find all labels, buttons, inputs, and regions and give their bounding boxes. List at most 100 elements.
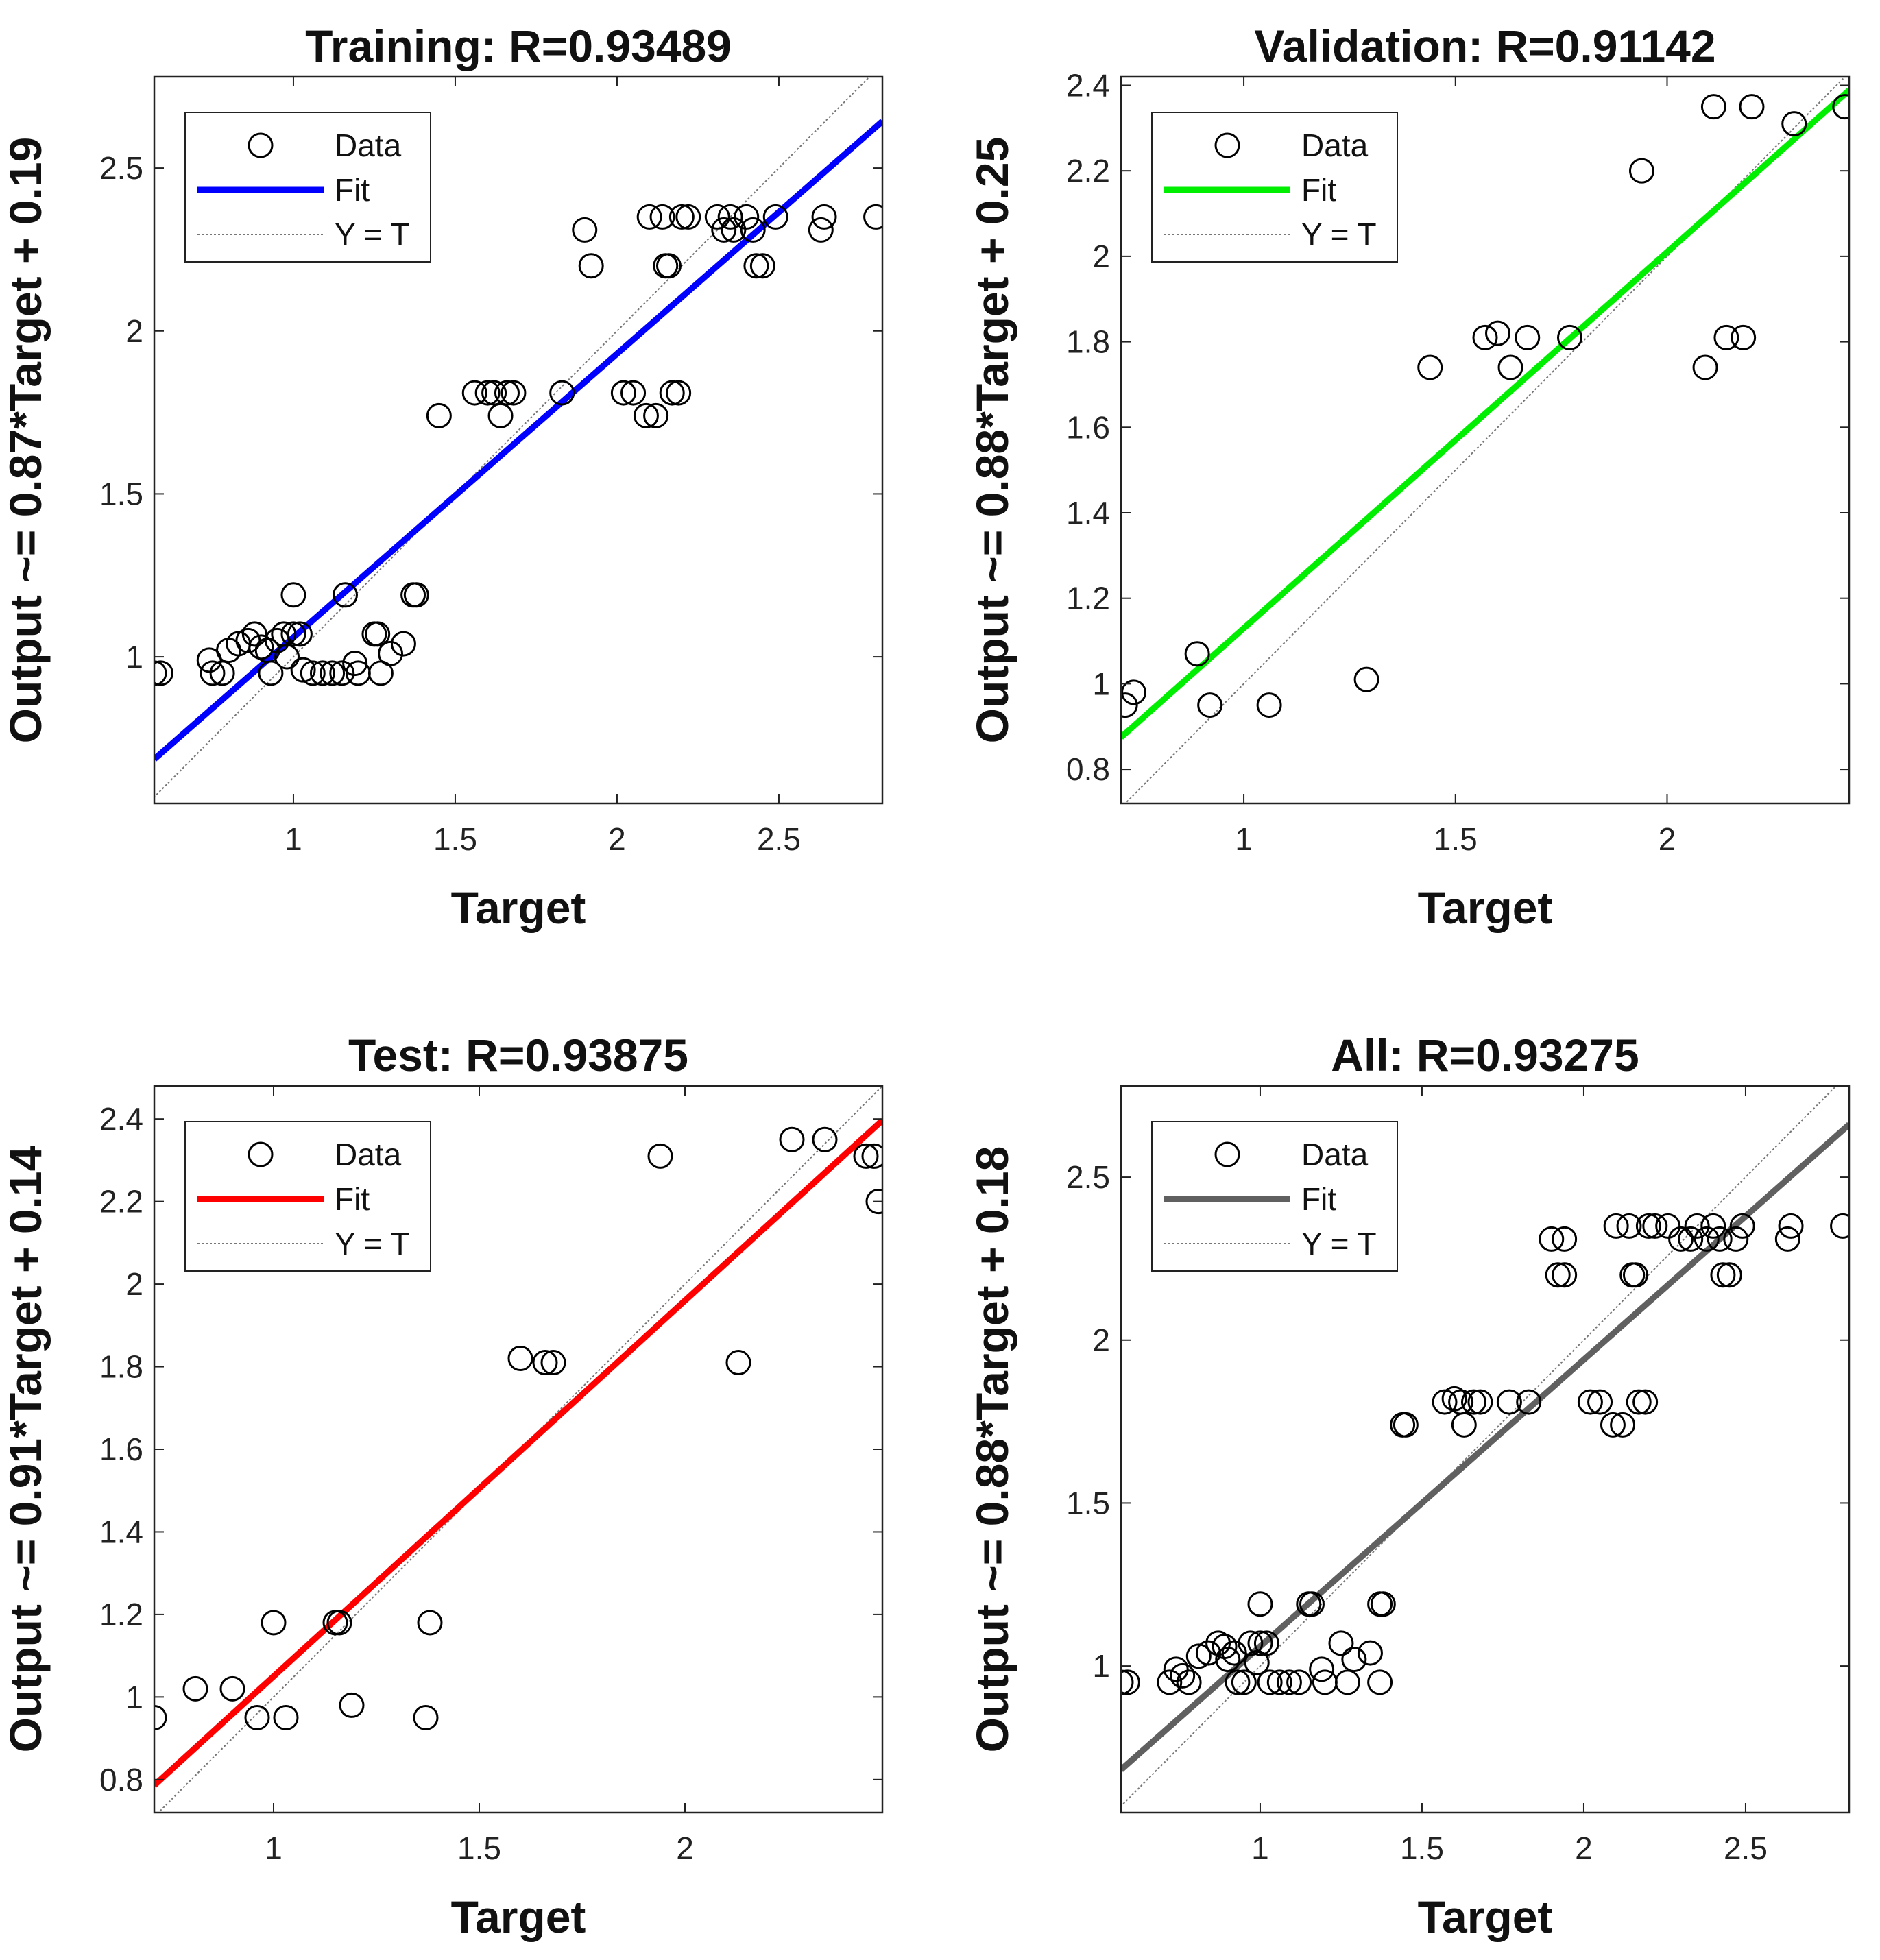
x-axis-label: Target — [451, 1891, 586, 1942]
data-point — [1432, 1389, 1458, 1415]
data-point — [365, 621, 391, 647]
plot-content — [154, 1086, 882, 1813]
y-tick-label: 0.8 — [99, 1762, 143, 1798]
data-point — [1781, 111, 1807, 137]
legend-label: Data — [335, 128, 402, 163]
data-point — [620, 380, 647, 406]
data-point — [743, 253, 769, 279]
data-point — [154, 660, 167, 686]
data-point — [1632, 1389, 1659, 1415]
data-point — [1247, 1591, 1273, 1617]
legend-marker-data — [1214, 132, 1240, 158]
legend-marker-data — [248, 1141, 274, 1167]
data-point — [1253, 1630, 1279, 1656]
data-point — [274, 644, 300, 670]
data-point — [1668, 1226, 1694, 1252]
data-point — [1184, 641, 1210, 667]
plot-content — [1121, 1086, 1849, 1807]
data-point — [610, 380, 636, 406]
data-point — [273, 1704, 299, 1730]
y-tick-label: 2 — [1092, 239, 1110, 274]
data-point — [280, 582, 306, 608]
data-point — [1716, 1262, 1742, 1288]
plot-content — [1121, 77, 1849, 803]
y-tick-label: 1 — [125, 1679, 143, 1715]
data-point — [1600, 1412, 1626, 1438]
legend: Data Fit Y = T — [1151, 1121, 1398, 1272]
data-point — [1710, 1262, 1736, 1288]
legend: Data Fit Y = T — [1151, 112, 1398, 263]
data-point — [1238, 1630, 1264, 1656]
data-point — [501, 380, 527, 406]
y-tick-label: 2 — [125, 313, 143, 349]
data-point — [1616, 1213, 1642, 1239]
chart-title: Test: R=0.93875 — [348, 1030, 688, 1080]
data-point — [572, 217, 598, 243]
legend-label: Fit — [1301, 172, 1336, 208]
data-point — [1713, 324, 1739, 350]
data-point — [390, 631, 416, 657]
data-point — [248, 634, 274, 660]
data-point — [647, 1143, 673, 1169]
identity-line — [1121, 1086, 1837, 1807]
x-tick-label: 2 — [676, 1830, 694, 1866]
x-tick-label: 1 — [1251, 1830, 1269, 1866]
data-point — [1628, 158, 1654, 184]
data-point — [1225, 1669, 1251, 1695]
x-axis-label: Target — [1418, 882, 1553, 933]
y-tick-label: 1.4 — [99, 1514, 143, 1549]
data-point — [1497, 354, 1523, 380]
x-tick-label: 2 — [608, 821, 626, 857]
data-point — [1577, 1389, 1603, 1415]
data-point — [762, 204, 788, 230]
data-point — [200, 660, 226, 686]
data-point — [1700, 1213, 1726, 1239]
chart-title: All: R=0.93275 — [1331, 1030, 1639, 1080]
data-point — [1121, 1669, 1134, 1695]
data-point — [1357, 1640, 1383, 1666]
data-point — [655, 253, 682, 279]
data-point — [1215, 1647, 1241, 1673]
y-tick-label: 2.4 — [1066, 67, 1110, 103]
data-point — [812, 1126, 838, 1152]
data-point — [1417, 354, 1443, 380]
y-tick-label: 2.5 — [99, 150, 143, 186]
y-tick-label: 1.8 — [1066, 324, 1110, 360]
data-point — [417, 1610, 443, 1636]
data-point — [1516, 1389, 1542, 1415]
data-point — [1460, 1389, 1486, 1415]
data-point — [1496, 1389, 1522, 1415]
x-tick-label: 2.5 — [757, 821, 801, 857]
data-point — [1694, 1226, 1720, 1252]
data-point — [494, 380, 520, 406]
legend: Data Fit Y = T — [184, 1121, 431, 1272]
data-point — [779, 1126, 805, 1152]
x-tick-label: 1.5 — [433, 821, 477, 857]
data-point — [1729, 1213, 1755, 1239]
legend-marker-data — [1214, 1141, 1240, 1167]
x-tick-label: 1.5 — [457, 1830, 501, 1866]
x-axis-label: Target — [451, 882, 586, 933]
y-tick-label: 1.4 — [1066, 495, 1110, 531]
data-point — [749, 253, 775, 279]
data-point — [1731, 324, 1757, 350]
data-point — [300, 660, 326, 686]
y-tick-label: 1.6 — [1066, 409, 1110, 445]
data-point — [725, 1350, 751, 1376]
y-tick-label: 2.2 — [99, 1184, 143, 1220]
data-point — [1121, 692, 1138, 718]
data-point — [1256, 692, 1282, 718]
data-point — [578, 253, 604, 279]
data-point — [378, 640, 404, 666]
data-point — [507, 1346, 533, 1371]
data-point — [675, 204, 701, 230]
chart-title: Training: R=0.93489 — [305, 21, 732, 71]
data-point — [320, 660, 346, 686]
y-axis-label: Output ~= 0.88*Target + 0.18 — [967, 1146, 1017, 1753]
data-point — [1832, 94, 1849, 120]
legend: Data Fit Y = T — [184, 112, 431, 263]
y-tick-label: 1 — [1092, 1648, 1110, 1684]
axes-box — [1120, 1085, 1851, 1814]
x-axis-label: Target — [1418, 1891, 1553, 1942]
legend-label: Fit — [1301, 1181, 1336, 1217]
